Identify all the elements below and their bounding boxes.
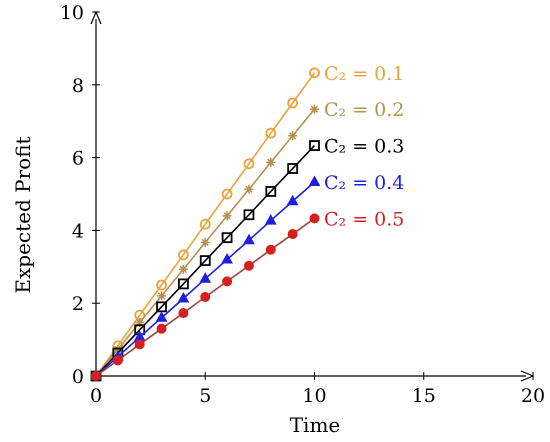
data-point <box>199 255 211 267</box>
series-line <box>95 72 316 377</box>
y-tick-label: 0 <box>72 366 84 388</box>
data-point <box>287 229 298 240</box>
data-point <box>287 163 299 174</box>
data-point <box>135 317 145 327</box>
data-point <box>264 214 277 225</box>
series-label: C₂ = 0.2 <box>324 99 404 121</box>
y-tick-label: 10 <box>60 2 84 24</box>
x-axis-title: Time <box>290 413 341 437</box>
data-point <box>155 311 168 322</box>
data-point <box>221 232 233 244</box>
series-1: C₂ = 0.1 <box>90 63 404 382</box>
data-point <box>199 272 212 283</box>
y-tick-label: 2 <box>72 293 84 315</box>
data-point <box>244 184 254 194</box>
series-label: C₂ = 0.3 <box>324 136 404 158</box>
y-tick-label: 6 <box>72 148 84 170</box>
x-tick-label: 0 <box>90 385 102 407</box>
x-tick-label: 20 <box>521 385 545 407</box>
axes: 0 5 10 15 20 0 2 4 6 8 10 <box>60 2 545 407</box>
data-point <box>177 278 189 290</box>
series-5: C₂ = 0.5 <box>91 208 404 381</box>
data-point <box>112 355 123 366</box>
data-point <box>178 308 189 319</box>
data-point <box>200 292 211 303</box>
data-point <box>265 186 277 197</box>
data-point <box>199 218 211 230</box>
data-point <box>222 211 232 221</box>
x-tick-label: 15 <box>412 385 436 407</box>
data-point <box>156 279 167 291</box>
data-point <box>177 291 190 303</box>
data-point <box>243 233 255 245</box>
y-axis-title: Expected Profit <box>11 136 35 293</box>
data-point <box>200 237 210 247</box>
data-point <box>266 157 276 167</box>
y-tick-label: 8 <box>72 75 84 97</box>
data-point <box>243 209 255 221</box>
y-tick-label: 4 <box>72 220 84 242</box>
data-point <box>309 140 320 151</box>
series-label: C₂ = 0.5 <box>324 208 404 230</box>
data-point <box>308 175 321 186</box>
series-3: C₂ = 0.3 <box>90 136 404 382</box>
data-point <box>157 291 167 301</box>
series-label: C₂ = 0.1 <box>324 63 404 85</box>
series-label: C₂ = 0.4 <box>324 172 404 194</box>
data-point <box>134 339 145 350</box>
series-group: C₂ = 0.1 C₂ = 0.2 C₂ = 0.3 C₂ = 0.4 C₂ = 0.5 <box>90 63 404 382</box>
data-point <box>288 131 298 141</box>
data-point <box>178 264 188 274</box>
data-point <box>286 194 299 206</box>
x-tick-label: 10 <box>302 385 326 407</box>
data-point <box>91 371 101 381</box>
data-point <box>221 252 233 264</box>
data-point <box>309 67 320 79</box>
data-point <box>310 104 319 114</box>
x-tick-label: 5 <box>199 385 211 407</box>
data-point <box>309 213 320 224</box>
data-point <box>265 244 276 255</box>
data-point <box>243 260 254 271</box>
data-point <box>265 127 277 139</box>
data-point <box>287 97 299 109</box>
data-point <box>243 158 255 170</box>
data-point <box>222 276 233 287</box>
data-point <box>221 188 233 200</box>
data-point <box>177 249 189 261</box>
data-point <box>156 323 167 334</box>
series-2: C₂ = 0.2 <box>91 99 404 381</box>
series-line <box>95 145 316 377</box>
